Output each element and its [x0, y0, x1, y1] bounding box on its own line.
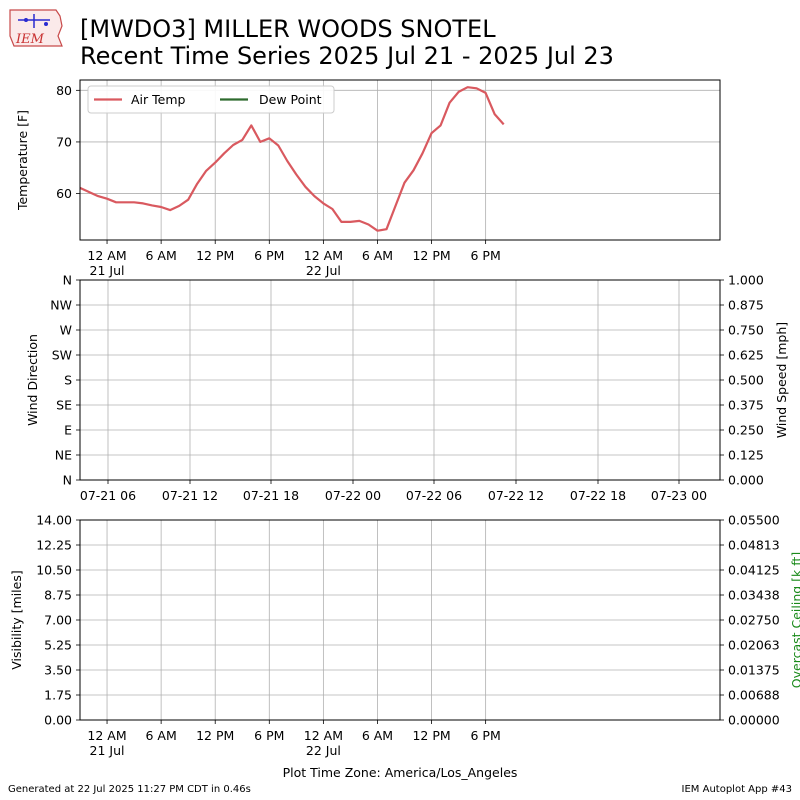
timezone-label: Plot Time Zone: America/Los_Angeles [282, 765, 518, 780]
vis-x-date-label: 22 Jul [306, 743, 341, 758]
visibility-tick-label: 3.50 [44, 663, 72, 678]
wind-x-tick-label: 07-22 12 [488, 488, 544, 503]
wind-speed-tick-label: 0.125 [728, 448, 764, 463]
wind-direction-axis-label: Wind Direction [25, 334, 40, 426]
temp-y-tick-label: 70 [56, 134, 72, 149]
wind-x-tick-label: 07-23 00 [651, 488, 707, 503]
vis-x-tick-label: 6 AM [362, 728, 393, 743]
legend-box [87, 85, 335, 114]
wind-speed-tick-label: 0.875 [728, 298, 764, 313]
iem-logo: IEM [9, 9, 63, 47]
wind-direction-tick-label: SE [56, 398, 72, 413]
wind-direction-tick-label: N [63, 473, 72, 488]
temp-x-tick-label: 6 PM [254, 248, 284, 263]
wind-plot-frame [79, 279, 721, 481]
visibility-tick-label: 5.25 [44, 638, 72, 653]
wind-speed-tick-label: 0.375 [728, 398, 764, 413]
ceiling-tick-label: 0.02750 [728, 613, 780, 628]
temp-x-date-label: 22 Jul [306, 263, 341, 278]
legend-label-air-temp: Air Temp [131, 92, 186, 107]
temp-y-tick-label: 80 [56, 83, 72, 98]
wind-x-tick-label: 07-21 06 [80, 488, 136, 503]
ceiling-tick-label: 0.05500 [728, 513, 780, 528]
temp-y-axis-label: Temperature [F] [15, 110, 30, 211]
temp-x-date-label: 21 Jul [90, 263, 125, 278]
wind-direction-tick-label: W [60, 323, 72, 338]
app-id-note: IEM Autoplot App #43 [681, 784, 792, 795]
wind-speed-tick-label: 0.750 [728, 323, 764, 338]
wind-x-tick-label: 07-21 18 [243, 488, 299, 503]
wind-direction-tick-label: N [63, 273, 72, 288]
vis-x-tick-label: 12 AM [87, 728, 126, 743]
title-line-1: [MWDO3] MILLER WOODS SNOTEL [80, 15, 496, 43]
vis-x-tick-label: 12 PM [196, 728, 234, 743]
wind-direction-tick-label: S [64, 373, 72, 388]
visibility-tick-label: 0.00 [44, 713, 72, 728]
temp-x-tick-label: 12 AM [87, 248, 126, 263]
ceiling-tick-label: 0.00688 [728, 688, 780, 703]
wind-x-tick-label: 07-22 06 [406, 488, 462, 503]
temp-x-tick-label: 6 AM [362, 248, 393, 263]
visibility-tick-label: 14.00 [36, 513, 72, 528]
air-temp-series-line [79, 86, 505, 232]
vis-x-tick-label: 6 AM [145, 728, 176, 743]
vis-x-tick-label: 6 PM [471, 728, 501, 743]
logo-text: IEM [15, 32, 45, 47]
wind-x-tick-label: 07-22 18 [570, 488, 626, 503]
legend-label-dew-point: Dew Point [259, 92, 322, 107]
wind-speed-tick-label: 0.625 [728, 348, 764, 363]
wind-speed-tick-label: 0.000 [728, 473, 764, 488]
temp-x-tick-label: 6 AM [145, 248, 176, 263]
generated-note: Generated at 22 Jul 2025 11:27 PM CDT in… [8, 784, 251, 795]
temp-plot-frame [79, 79, 721, 241]
vis-plot-frame [79, 519, 721, 721]
temp-x-tick-label: 12 PM [412, 248, 450, 263]
chart-title: [MWDO3] MILLER WOODS SNOTEL Recent Time … [80, 16, 614, 70]
vis-x-date-label: 21 Jul [90, 743, 125, 758]
wind-direction-tick-label: SW [52, 348, 72, 363]
vis-x-tick-label: 12 PM [412, 728, 450, 743]
visibility-tick-label: 1.75 [44, 688, 72, 703]
ceiling-tick-label: 0.04813 [728, 538, 780, 553]
title-line-2: Recent Time Series 2025 Jul 21 - 2025 Ju… [80, 42, 614, 70]
ceiling-axis-label: Overcast Ceiling [k ft] [789, 552, 800, 688]
vis-x-tick-label: 12 AM [304, 728, 343, 743]
visibility-tick-label: 7.00 [44, 613, 72, 628]
wind-direction-tick-label: E [64, 423, 72, 438]
temp-y-tick-label: 60 [56, 186, 72, 201]
wind-speed-tick-label: 0.500 [728, 373, 764, 388]
visibility-tick-label: 10.50 [36, 563, 72, 578]
ceiling-tick-label: 0.01375 [728, 663, 780, 678]
wind-direction-tick-label: NE [55, 448, 72, 463]
wind-speed-tick-label: 1.000 [728, 273, 764, 288]
ceiling-tick-label: 0.02063 [728, 638, 780, 653]
visibility-axis-label: Visibility [miles] [9, 570, 24, 669]
temp-x-tick-label: 6 PM [471, 248, 501, 263]
ceiling-tick-label: 0.00000 [728, 713, 780, 728]
wind-speed-tick-label: 0.250 [728, 423, 764, 438]
wind-x-tick-label: 07-22 00 [325, 488, 381, 503]
visibility-tick-label: 12.25 [36, 538, 72, 553]
ceiling-tick-label: 0.03438 [728, 588, 780, 603]
wind-x-tick-label: 07-21 12 [162, 488, 218, 503]
ceiling-tick-label: 0.04125 [728, 563, 780, 578]
temp-x-tick-label: 12 AM [304, 248, 343, 263]
visibility-tick-label: 8.75 [44, 588, 72, 603]
temp-x-tick-label: 12 PM [196, 248, 234, 263]
wind-direction-tick-label: NW [50, 298, 72, 313]
vis-x-tick-label: 6 PM [254, 728, 284, 743]
wind-speed-axis-label: Wind Speed [mph] [774, 322, 789, 438]
